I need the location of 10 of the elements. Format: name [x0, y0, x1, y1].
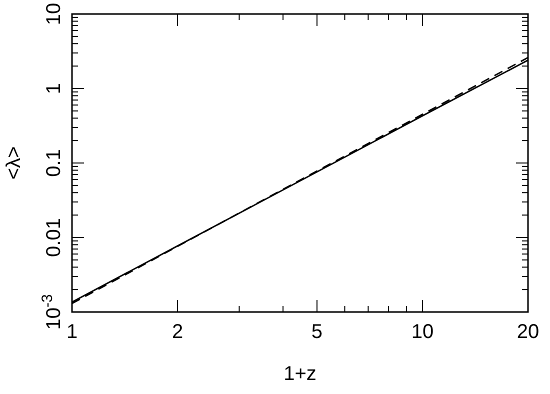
x-tick-label: 10 [411, 321, 434, 343]
y-tick-label: 0.01 [43, 218, 65, 257]
x-tick-label: 2 [172, 321, 184, 343]
y-tick-label: 0.1 [43, 149, 65, 177]
y-axis-title: <λ> [3, 146, 25, 180]
y-tick-label: 10 [43, 2, 65, 26]
x-tick-label: 5 [311, 321, 323, 343]
x-axis-title: 1+z [284, 363, 316, 385]
x-tick-label: 20 [516, 321, 540, 343]
y-tick-label: 1 [43, 82, 65, 94]
